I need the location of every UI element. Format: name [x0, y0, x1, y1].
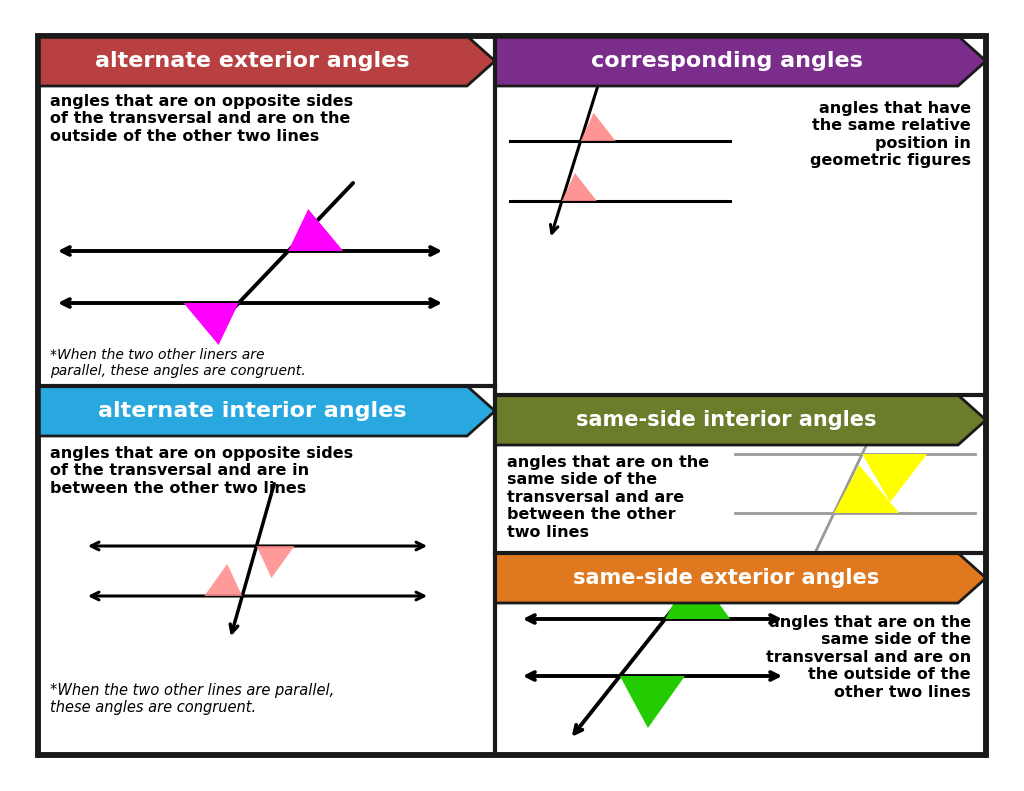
Text: *When the two other lines are parallel,
these angles are congruent.: *When the two other lines are parallel, … [50, 683, 334, 715]
Polygon shape [620, 676, 685, 728]
Polygon shape [581, 113, 615, 141]
Text: alternate exterior angles: alternate exterior angles [95, 51, 410, 71]
Polygon shape [834, 465, 899, 513]
Polygon shape [562, 173, 597, 201]
Polygon shape [495, 553, 986, 603]
Polygon shape [665, 567, 730, 619]
Text: angles that are on the
same side of the
transversal and are on
the outside of th: angles that are on the same side of the … [766, 615, 971, 699]
Polygon shape [495, 36, 986, 86]
Text: alternate interior angles: alternate interior angles [98, 401, 407, 421]
Text: angles that are on opposite sides
of the transversal and are on the
outside of t: angles that are on opposite sides of the… [50, 94, 353, 144]
Text: angles that have
the same relative
position in
geometric figures: angles that have the same relative posit… [810, 101, 971, 168]
Text: angles that are on the
same side of the
transversal and are
between the other
tw: angles that are on the same side of the … [507, 455, 710, 539]
Polygon shape [288, 209, 343, 251]
Text: same-side interior angles: same-side interior angles [577, 410, 877, 430]
Polygon shape [38, 386, 495, 436]
Text: angles that are on opposite sides
of the transversal and are in
between the othe: angles that are on opposite sides of the… [50, 446, 353, 496]
Text: corresponding angles: corresponding angles [591, 51, 862, 71]
FancyBboxPatch shape [38, 36, 986, 755]
Polygon shape [183, 303, 239, 345]
Polygon shape [256, 546, 295, 578]
Polygon shape [495, 395, 986, 445]
Polygon shape [204, 564, 243, 596]
Polygon shape [862, 454, 927, 502]
Text: *When the two other liners are
parallel, these angles are congruent.: *When the two other liners are parallel,… [50, 348, 305, 378]
Text: same-side exterior angles: same-side exterior angles [573, 568, 880, 588]
Polygon shape [38, 36, 495, 86]
